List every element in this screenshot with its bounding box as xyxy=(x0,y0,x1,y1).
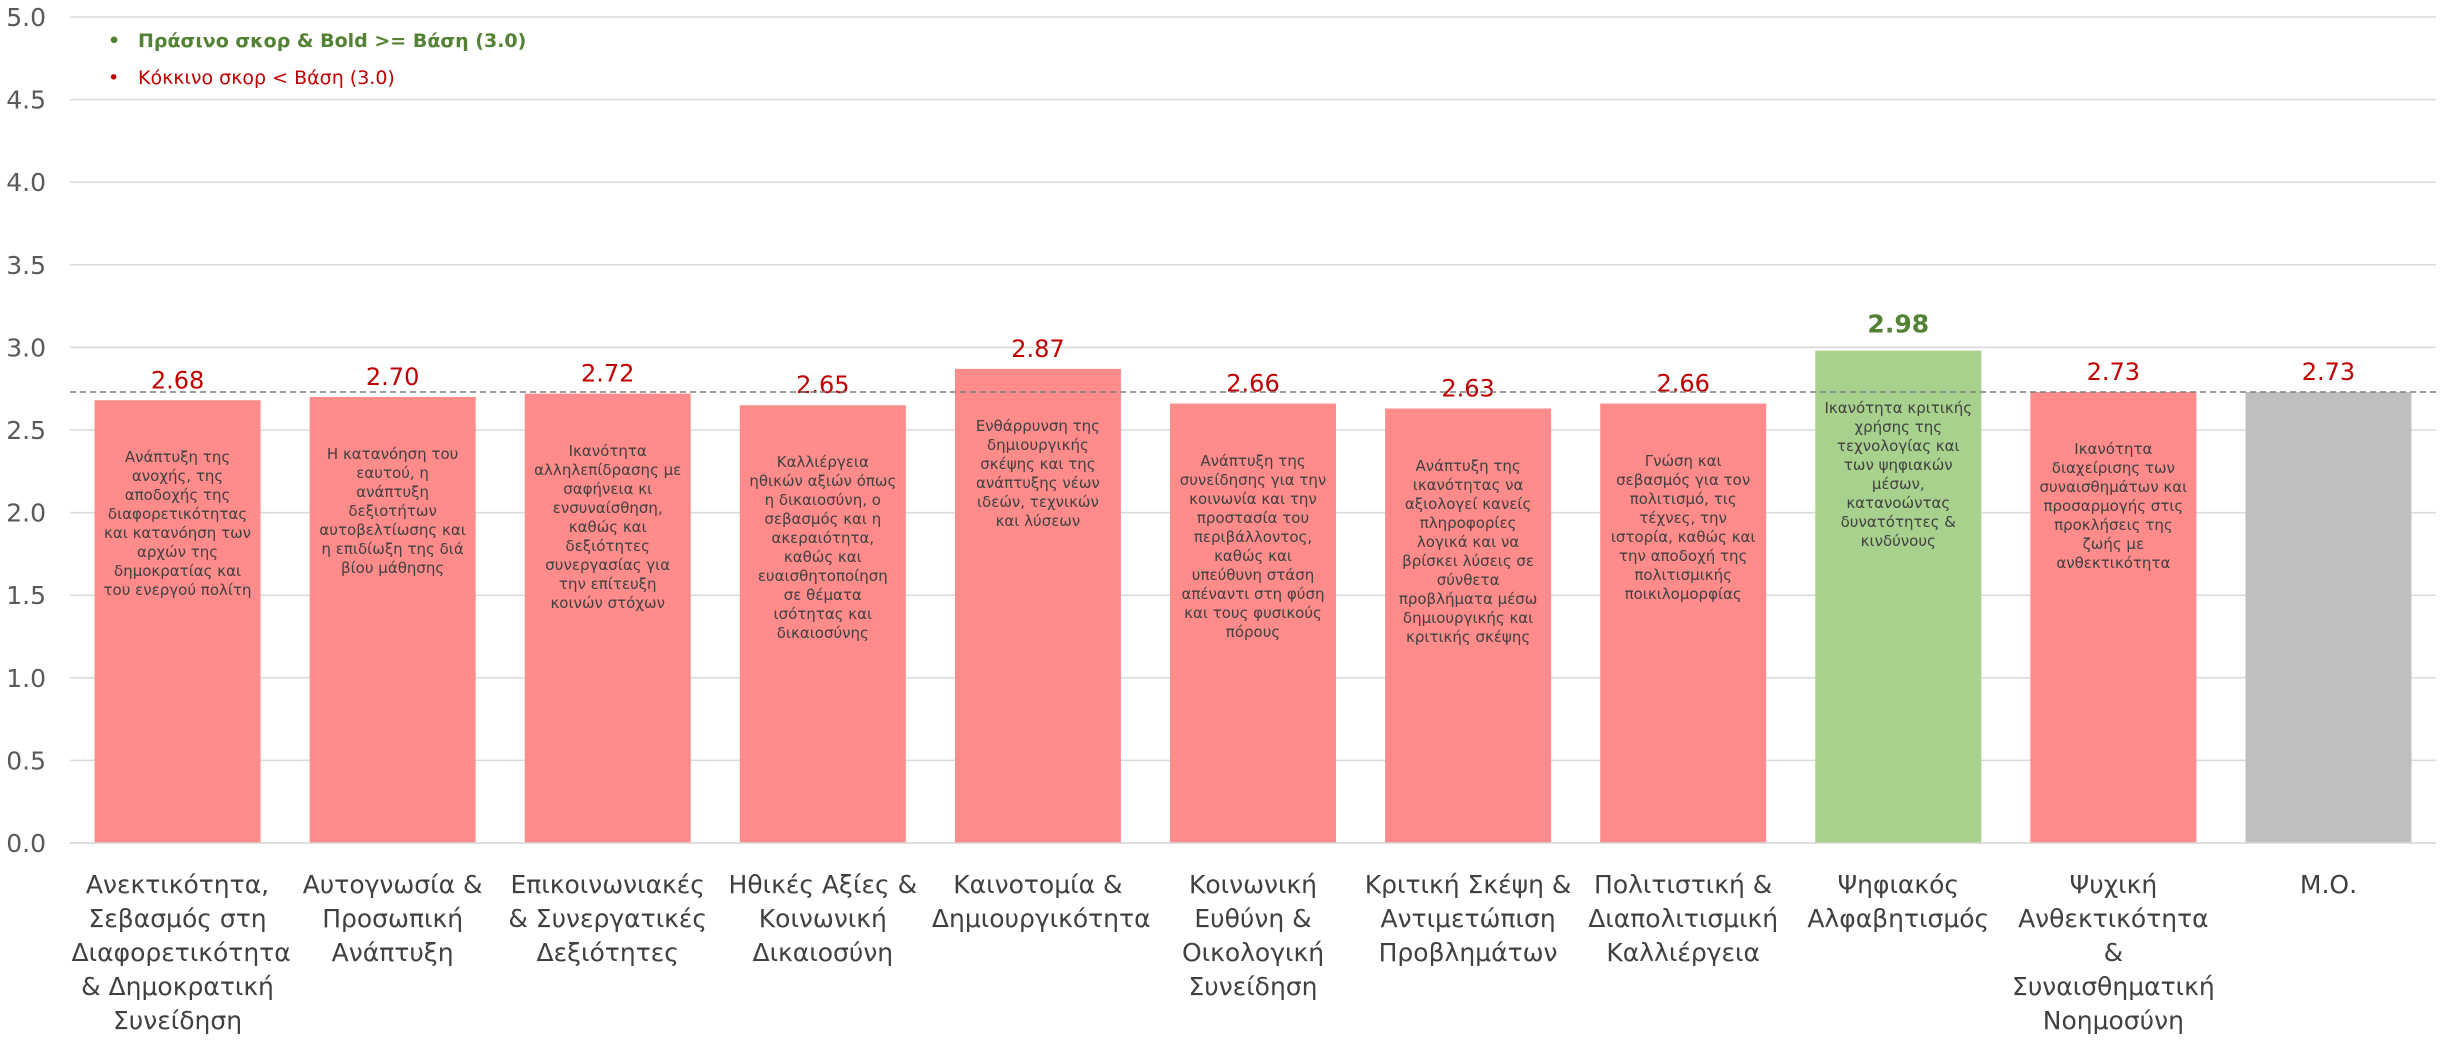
y-tick-label: 1.5 xyxy=(6,581,46,610)
bar xyxy=(2245,392,2412,843)
y-tick-label: 0.0 xyxy=(6,829,46,858)
y-tick-label: 0.5 xyxy=(6,746,46,775)
value-label: 2.70 xyxy=(366,363,419,391)
x-tick-label: Κοινωνική Ευθύνη & Οικολογική Συνείδηση xyxy=(1181,870,1325,1001)
bar-description: Καλλιέργεια ηθικών αξιών όπως η δικαιοσύ… xyxy=(749,453,897,643)
bar xyxy=(524,393,691,843)
legend-bullet: • xyxy=(108,67,120,89)
y-tick-label: 1.0 xyxy=(6,664,46,693)
bar xyxy=(309,396,476,843)
value-label: 2.72 xyxy=(581,360,634,388)
legend-label: Κόκκινο σκορ < Βάση (3.0) xyxy=(138,67,395,89)
bar-description: Ικανότητα διαχείρισης των συναισθημάτων … xyxy=(2039,440,2188,572)
value-label: 2.66 xyxy=(1226,370,1279,398)
x-tick-label: Αυτογνωσία & Προσωπική Ανάπτυξη xyxy=(302,870,483,967)
bar xyxy=(1385,408,1552,843)
bar xyxy=(2030,392,2197,843)
x-tick-label: Πολιτιστική & Διαπολιτισμική Καλλιέργεια xyxy=(1588,870,1779,967)
bar xyxy=(954,368,1121,843)
legend-bullet: • xyxy=(108,30,121,52)
y-tick-label: 5.0 xyxy=(6,3,46,32)
x-tick-label: Ψυχική Ανθεκτικότητα & Συναισθηματική Νο… xyxy=(2012,870,2215,1035)
bar-description: Γνώση και σεβασμός για τον πολιτισμό, τι… xyxy=(1610,451,1756,603)
bar-description: Η κατανόηση του εαυτού, η ανάπτυξη δεξιο… xyxy=(319,444,466,577)
y-tick-label: 2.5 xyxy=(6,416,46,445)
value-label: 2.87 xyxy=(1011,335,1064,363)
bar xyxy=(94,400,261,843)
bar xyxy=(1600,403,1767,843)
bar-description: Ικανότητα κριτικής χρήσης της τεχνολογία… xyxy=(1824,398,1973,550)
bar xyxy=(1170,403,1336,843)
x-tick-label: Μ.Ο. xyxy=(2299,870,2358,899)
y-tick-label: 3.5 xyxy=(6,251,46,280)
x-tick-label: Επικοινωνιακές & Συνεργατικές Δεξιότητες xyxy=(508,870,708,967)
value-label: 2.98 xyxy=(1867,310,1929,339)
value-label: 2.65 xyxy=(796,371,849,399)
x-tick-label: Ανεκτικότητα, Σεβασμός στη Διαφορετικότη… xyxy=(71,870,291,1035)
bar-description: Ανάπτυξη της ικανότητας να αξιολογεί καν… xyxy=(1398,456,1538,646)
value-label: 2.66 xyxy=(1656,370,1709,398)
legend-entry: • Κόκκινο σκορ < Βάση (3.0) xyxy=(108,67,395,89)
x-tick-label: Κριτική Σκέψη & Αντιμετώπιση Προβλημάτων xyxy=(1364,870,1572,967)
value-label: 2.73 xyxy=(2087,358,2140,386)
x-tick-label: Ψηφιακός Αλφαβητισμός xyxy=(1807,870,1990,933)
bar-description: Ανάπτυξη της συνείδησης για την κοινωνία… xyxy=(1179,451,1327,641)
bar-description: Ενθάρρυνση της δημιουργικής σκέψης και τ… xyxy=(975,416,1100,530)
bar xyxy=(1815,350,1982,843)
value-label: 2.73 xyxy=(2302,358,2355,386)
value-label: 2.68 xyxy=(151,366,204,394)
x-tick-label: Ηθικές Αξίες & Κοινωνική Δικαιοσύνη xyxy=(728,870,918,967)
y-tick-label: 4.5 xyxy=(6,86,46,115)
y-tick-label: 2.0 xyxy=(6,499,46,528)
legend-entry: • Πράσινο σκορ & Bold >= Βάση (3.0) xyxy=(108,30,526,52)
y-tick-label: 3.0 xyxy=(6,333,46,362)
bar-description: Ανάπτυξη της ανοχής, της αποδοχής της δι… xyxy=(103,448,252,600)
value-label: 2.63 xyxy=(1441,375,1494,403)
legend-label: Πράσινο σκορ & Bold >= Βάση (3.0) xyxy=(138,30,527,52)
y-tick-label: 4.0 xyxy=(6,168,46,197)
bar-description: Ικανότητα αλληλεπίδρασης με σαφήνεια κι … xyxy=(534,441,682,612)
x-tick-label: Καινοτομία & Δημιουργικότητα xyxy=(931,870,1151,933)
bar xyxy=(739,405,906,843)
